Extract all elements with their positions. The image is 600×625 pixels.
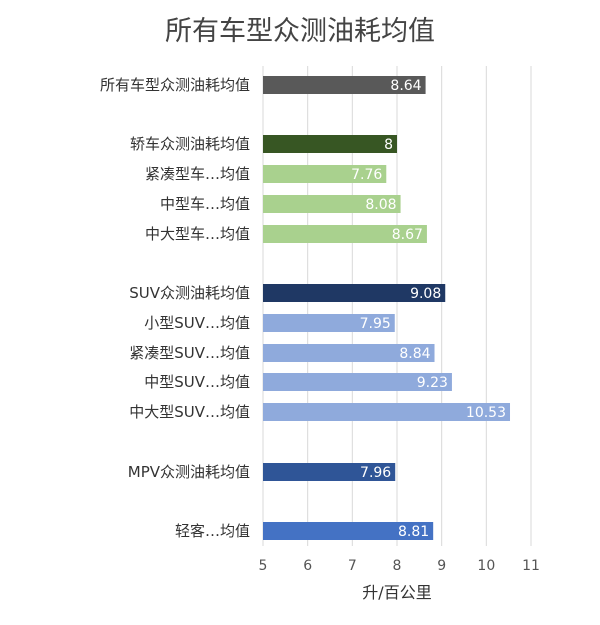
bar: [263, 225, 427, 243]
bar: [263, 76, 426, 94]
data-label: 7.76: [351, 167, 382, 183]
category-label: 紧凑型SUV…均值: [129, 344, 250, 362]
data-label: 8: [384, 137, 393, 153]
x-tick-label: 7: [348, 558, 357, 574]
data-label: 8.08: [365, 197, 396, 213]
bar: [263, 165, 387, 183]
data-label: 10.53: [466, 405, 506, 421]
bar: [263, 463, 396, 481]
data-label: 8.67: [392, 227, 423, 243]
bar: [263, 344, 435, 362]
category-label: 中大型车…均值: [145, 225, 250, 243]
data-label: 8.84: [399, 346, 430, 362]
x-axis-label: 升/百公里: [362, 583, 431, 602]
data-label: 9.08: [410, 286, 441, 302]
category-label: 中型车…均值: [160, 195, 250, 213]
category-label: 轿车众测油耗均值: [130, 135, 250, 153]
category-label: 中型SUV…均值: [144, 373, 250, 391]
x-tick-label: 8: [393, 558, 402, 574]
category-label: 中大型SUV…均值: [129, 403, 250, 421]
x-tick-label: 10: [477, 558, 495, 574]
bar: [263, 284, 446, 302]
x-axis-ticks: 5 6 7 8 9 10 11: [259, 558, 540, 574]
bar: [263, 373, 452, 391]
category-label: 所有车型众测油耗均值: [100, 76, 250, 94]
x-tick-label: 6: [303, 558, 312, 574]
bar: [263, 195, 401, 213]
data-label: 8.64: [390, 78, 421, 94]
category-label: SUV众测油耗均值: [129, 284, 250, 302]
bars: [263, 76, 511, 540]
bar: [263, 522, 434, 540]
category-label: 小型SUV…均值: [144, 314, 250, 332]
data-label: 7.96: [360, 465, 391, 481]
x-tick-label: 11: [522, 558, 540, 574]
category-label: 紧凑型车…均值: [145, 165, 250, 183]
bar: [263, 135, 397, 153]
data-label: 8.81: [398, 524, 429, 540]
x-tick-label: 5: [259, 558, 268, 574]
category-label: MPV众测油耗均值: [128, 463, 250, 481]
bar: [263, 403, 511, 421]
data-label: 9.23: [417, 375, 448, 391]
bar: [263, 314, 395, 332]
chart-title: 所有车型众测油耗均值: [165, 16, 435, 47]
x-tick-label: 9: [437, 558, 446, 574]
category-label: 轻客…均值: [175, 522, 250, 540]
data-label: 7.95: [360, 316, 391, 332]
value-labels: 8.64 87.76 8.08 8.67 9.08 7.95 8.84 9.23 10.53 7.…: [351, 78, 506, 540]
